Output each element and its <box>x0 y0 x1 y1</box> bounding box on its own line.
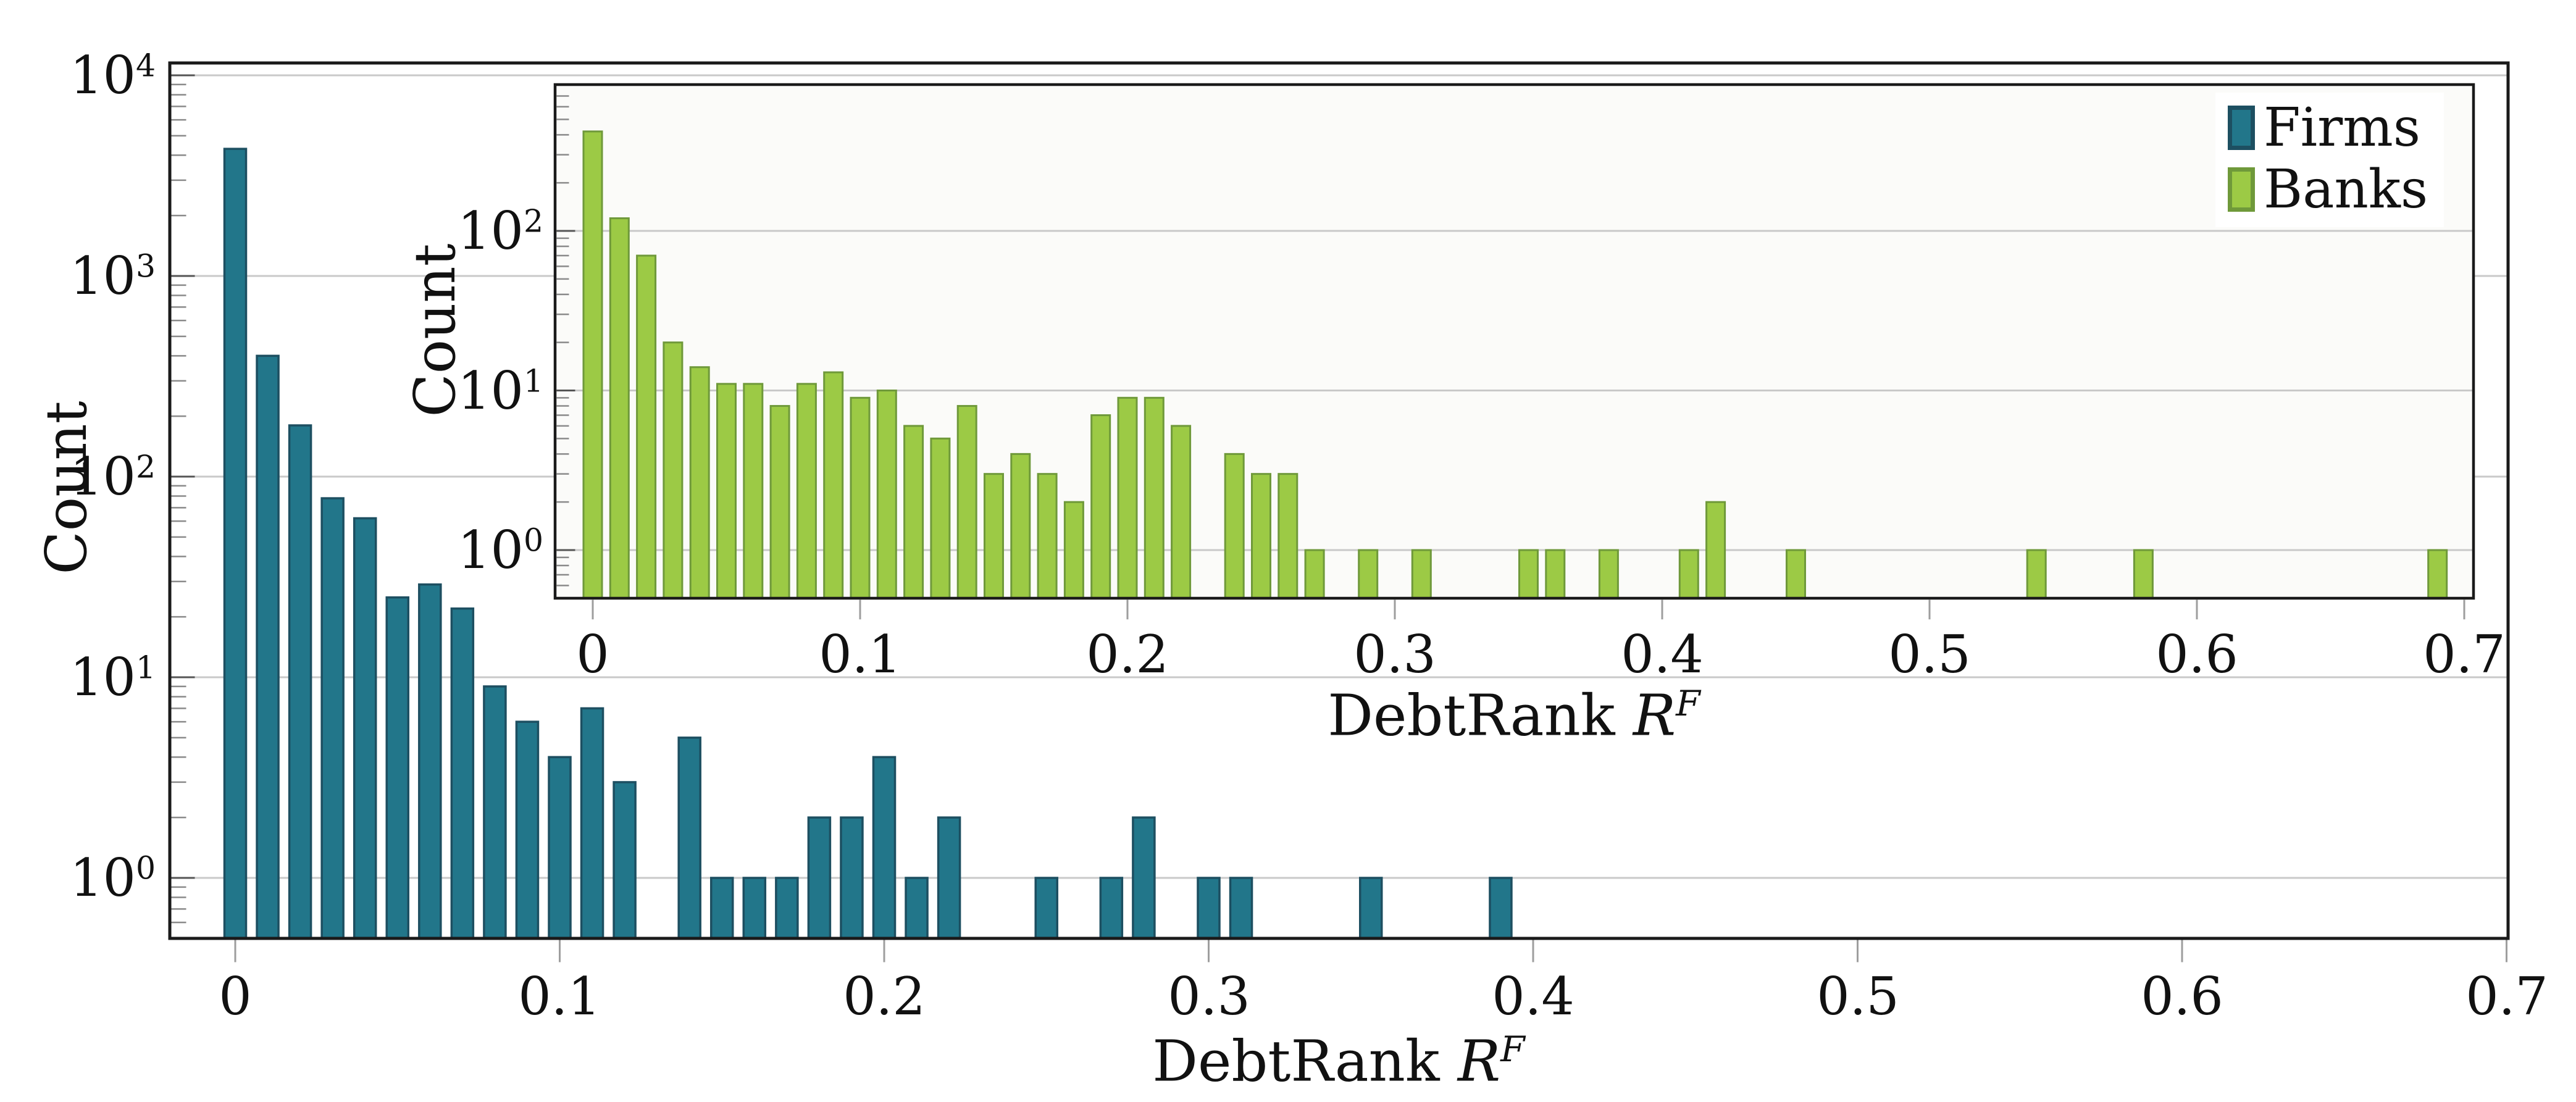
inset-x-tick-0.5: 0.5 <box>1888 624 1971 685</box>
main-x-tick-0.3: 0.3 <box>1168 966 1250 1027</box>
main-y-tick-1e4: 104 <box>70 45 156 106</box>
main-x-tick-0.1: 0.1 <box>518 966 601 1027</box>
main-y-tick-1e1: 101 <box>70 647 156 708</box>
main-y-tick-1e2: 102 <box>70 446 156 507</box>
inset-y-tick-1e0: 100 <box>458 520 543 580</box>
main-x-tick-0.7: 0.7 <box>2465 966 2548 1027</box>
main-y-axis-label: Count <box>33 401 99 575</box>
firms-swatch-icon <box>2228 106 2255 150</box>
main-y-tick-1e3: 103 <box>70 246 156 306</box>
legend-item-banks: Banks <box>2228 163 2428 216</box>
main-x-tick-0.4: 0.4 <box>1492 966 1574 1027</box>
main-x-tick-0.6: 0.6 <box>2141 966 2223 1027</box>
inset-x-axis-label: DebtRank RF <box>1328 682 1700 749</box>
inset-x-tick-0.7: 0.7 <box>2423 624 2506 685</box>
inset-x-tick-0.2: 0.2 <box>1086 624 1169 685</box>
legend-label-firms: Firms <box>2264 97 2420 159</box>
inset-x-tick-0: 0 <box>576 624 609 685</box>
main-x-tick-0.2: 0.2 <box>843 966 926 1027</box>
legend-label-banks: Banks <box>2264 159 2428 220</box>
inset-x-tick-0.3: 0.3 <box>1353 624 1436 685</box>
inset-y-axis-label: Count <box>402 243 468 417</box>
legend: Firms Banks <box>2215 93 2444 227</box>
main-y-tick-1e0: 100 <box>70 848 156 908</box>
inset-y-tick-1e2: 102 <box>458 201 543 261</box>
main-x-axis-label: DebtRank RF <box>1152 1028 1525 1095</box>
legend-item-firms: Firms <box>2228 101 2428 154</box>
inset-x-tick-0.4: 0.4 <box>1621 624 1704 685</box>
inset-x-tick-0.6: 0.6 <box>2156 624 2238 685</box>
inset-y-tick-1e1: 101 <box>458 361 543 421</box>
main-x-tick-0: 0 <box>219 966 252 1027</box>
inset-x-tick-0.1: 0.1 <box>819 624 901 685</box>
banks-swatch-icon <box>2228 167 2255 212</box>
main-x-tick-0.5: 0.5 <box>1817 966 1899 1027</box>
